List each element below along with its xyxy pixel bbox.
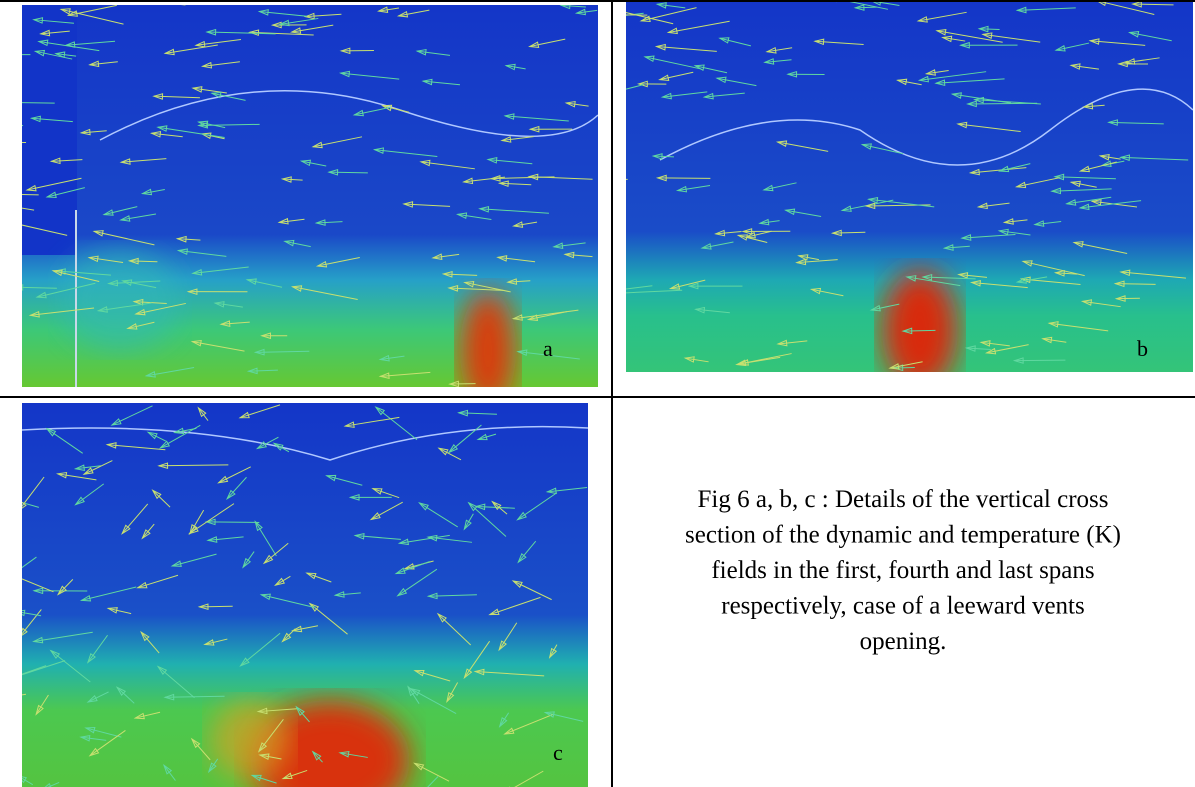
- arrow: [903, 330, 935, 331]
- panel-a-image: [22, 5, 598, 410]
- arrow-head: [1, 496, 10, 501]
- caption: Fig 6 a, b, c : Details of the vertical …: [685, 486, 1121, 655]
- arrow-head: [7, 571, 16, 578]
- panel-c-image: [22, 403, 588, 787]
- arrow: [0, 120, 23, 126]
- caption-line: respectively, case of a leeward vents: [721, 593, 1084, 620]
- caption-line: Fig 6 a, b, c : Details of the vertical …: [698, 486, 1109, 513]
- arrow-head: [0, 52, 3, 57]
- arrow-head: [0, 191, 5, 196]
- caption-line: section of the dynamic and temperature (…: [685, 522, 1121, 549]
- figure-table: a b c Fig 6 a, b, c : Details of the ver…: [0, 0, 1195, 787]
- arrow-head: [14, 285, 23, 290]
- arrow-head: [616, 290, 625, 295]
- caption-line: fields in the first, fourth and last spa…: [711, 557, 1094, 584]
- panel-label: c: [553, 740, 563, 765]
- panel-b-image: [626, 2, 1193, 390]
- caption-line: opening.: [860, 628, 947, 655]
- arrow-head: [609, 288, 618, 293]
- arrow-head: [614, 9, 623, 14]
- panel-label: a: [543, 336, 553, 361]
- arrow: [10, 102, 55, 103]
- arrow-head: [10, 100, 19, 105]
- arrow-head: [9, 221, 18, 226]
- arrow-head: [4, 571, 13, 577]
- arrow: [206, 522, 259, 523]
- page: a b c Fig 6 a, b, c : Details of the ver…: [0, 0, 1195, 787]
- panel-label: b: [1137, 336, 1148, 361]
- arrow-head: [4, 675, 13, 680]
- arrow: [199, 606, 232, 607]
